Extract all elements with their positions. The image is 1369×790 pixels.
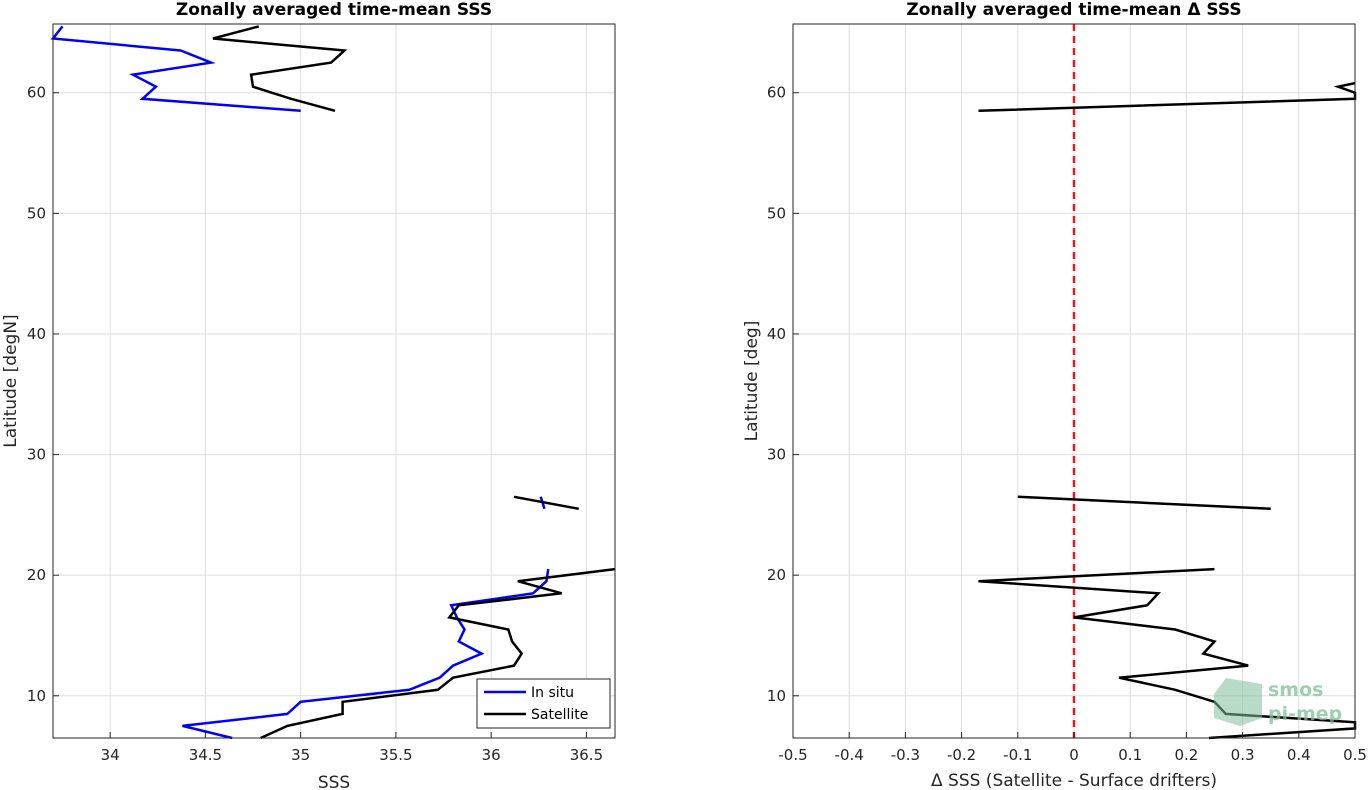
right-x-tick-label: -0.2	[947, 746, 976, 764]
right-x-tick-label: -0.1	[1003, 746, 1032, 764]
left-panel-sss: Zonally averaged time-mean SSS 34 34.5 35 3…	[1, 0, 616, 790]
right-x-tick-label: 0.1	[1118, 746, 1142, 764]
left-y-axis-label: Latitude [degN]	[1, 314, 21, 447]
left-x-tick-label: 36	[482, 746, 501, 764]
right-y-axis-label: Latitude [deg]	[742, 321, 762, 442]
right-panel-delta-sss: Zonally averaged time-mean Δ SSS -0.5 -0.…	[742, 0, 1367, 790]
left-y-tick-label: 50	[27, 204, 46, 222]
right-y-tick-label: 50	[767, 204, 786, 222]
right-x-tick-label: -0.4	[835, 746, 864, 764]
left-x-tick-label: 36.5	[570, 746, 603, 764]
left-satellite-line	[212, 25, 348, 113]
left-y-tick-label: 40	[27, 325, 46, 343]
left-y-tick-label: 30	[27, 446, 46, 464]
right-y-ticks: 10 20 30 40 50 60	[767, 84, 799, 705]
right-x-tick-label: 0.5	[1343, 746, 1367, 764]
right-delta-line	[978, 567, 1357, 740]
left-x-ticks: 34 34.5 35 35.5 36 36.5	[101, 732, 603, 764]
left-satellite-line	[513, 495, 580, 511]
left-y-tick-label: 10	[27, 687, 46, 705]
left-axes-box	[52, 23, 616, 739]
right-y-tick-label: 20	[767, 566, 786, 584]
watermark-text-pimep: pi-mep	[1268, 703, 1342, 725]
left-x-tick-label: 34	[101, 746, 120, 764]
left-x-tick-label: 35.5	[379, 746, 412, 764]
legend-label-satellite: Satellite	[531, 707, 588, 723]
right-x-tick-label: -0.3	[891, 746, 920, 764]
right-x-tick-label: 0	[1069, 746, 1079, 764]
right-x-tick-label: 0.2	[1174, 746, 1198, 764]
right-y-tick-label: 30	[767, 446, 786, 464]
right-y-tick-label: 60	[767, 84, 786, 102]
smos-pimep-watermark: smos pi-mep	[1214, 678, 1342, 726]
right-delta-line	[1017, 495, 1271, 511]
left-gridlines	[53, 24, 615, 738]
right-x-axis-label: Δ SSS (Satellite - Surface drifters)	[931, 771, 1217, 790]
left-y-ticks: 10 20 30 40 50 60	[27, 84, 59, 705]
watermark-logo-shape	[1214, 678, 1262, 726]
left-in-situ-line	[50, 25, 301, 113]
left-y-tick-label: 20	[27, 566, 46, 584]
legend: In situ Satellite	[476, 678, 611, 729]
right-x-tick-label: -0.5	[778, 746, 807, 764]
left-x-axis-label: SSS	[318, 773, 350, 790]
left-x-tick-label: 35	[291, 746, 310, 764]
legend-label-in-situ: In situ	[531, 685, 574, 701]
right-x-ticks: -0.5 -0.4 -0.3 -0.2 -0.1 0 0.1 0.2 0.3 0.4 0.5	[778, 732, 1367, 764]
right-x-tick-label: 0.4	[1287, 746, 1311, 764]
watermark-text-smos: smos	[1268, 679, 1323, 701]
left-y-tick-label: 60	[27, 84, 46, 102]
right-y-tick-label: 10	[767, 687, 786, 705]
right-y-tick-label: 40	[767, 325, 786, 343]
left-x-tick-label: 34.5	[189, 746, 222, 764]
legend-box	[476, 678, 611, 729]
right-x-tick-label: 0.3	[1231, 746, 1255, 764]
left-chart-title: Zonally averaged time-mean SSS	[176, 0, 492, 20]
right-chart-title: Zonally averaged time-mean Δ SSS	[906, 0, 1241, 20]
left-in-situ-line	[182, 568, 550, 740]
left-satellite-line	[260, 567, 616, 740]
left-series-lines	[50, 25, 616, 740]
